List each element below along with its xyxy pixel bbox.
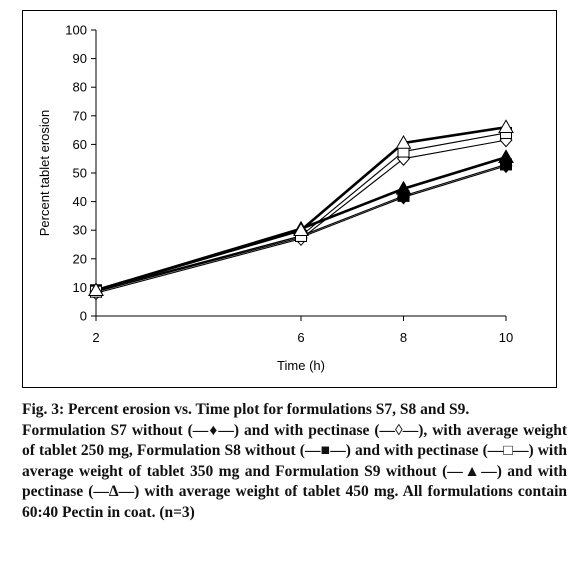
x-tick-label: 6	[297, 330, 304, 345]
y-tick-label: 50	[73, 166, 87, 181]
x-axis-label: Time (h)	[277, 358, 325, 373]
marker-triangle-open	[395, 134, 412, 149]
caption-title: Fig. 3: Percent erosion vs. Time plot fo…	[22, 401, 470, 418]
marker-triangle-open	[293, 222, 309, 236]
y-tick-label: 20	[73, 251, 87, 266]
x-tick-label: 10	[499, 330, 513, 345]
y-tick-label: 0	[80, 309, 87, 324]
x-tick-label: 2	[92, 330, 99, 345]
y-tick-label: 30	[73, 223, 87, 238]
y-tick-label: 80	[73, 80, 87, 95]
x-tick-label: 8	[400, 330, 407, 345]
y-tick-label: 70	[73, 108, 87, 123]
marker-triangle-open	[498, 119, 514, 133]
y-axis-label: Percent tablet erosion	[37, 110, 52, 236]
caption-body: Formulation S7 without (—♦—) and with pe…	[22, 421, 567, 521]
plot-frame	[22, 10, 557, 388]
y-tick-label: 90	[73, 51, 87, 66]
erosion-line-chart: 0 10 20 30 40 50 60 70 80 90 100 2 6 8 10 Percent tabl…	[37, 23, 514, 373]
series-line-6	[95, 125, 507, 292]
series-line-1	[95, 165, 507, 293]
y-tick-label: 100	[65, 23, 87, 38]
series-lines	[95, 125, 507, 294]
axes: 0 10 20 30 40 50 60 70 80 90 100 2 6 8 10	[65, 23, 513, 346]
y-tick-label: 60	[73, 137, 87, 152]
y-tick-label: 40	[73, 194, 87, 209]
figure-caption: Fig. 3: Percent erosion vs. Time plot fo…	[22, 400, 567, 523]
marker-triangle-filled	[395, 180, 412, 195]
marker-triangle-open	[88, 282, 104, 297]
series-line-2	[95, 139, 507, 294]
y-tick-label: 10	[73, 280, 87, 295]
marker-triangle-filled	[498, 149, 514, 164]
series-line-4	[95, 132, 507, 293]
series-line-3	[95, 163, 507, 291]
series-markers	[88, 119, 514, 301]
